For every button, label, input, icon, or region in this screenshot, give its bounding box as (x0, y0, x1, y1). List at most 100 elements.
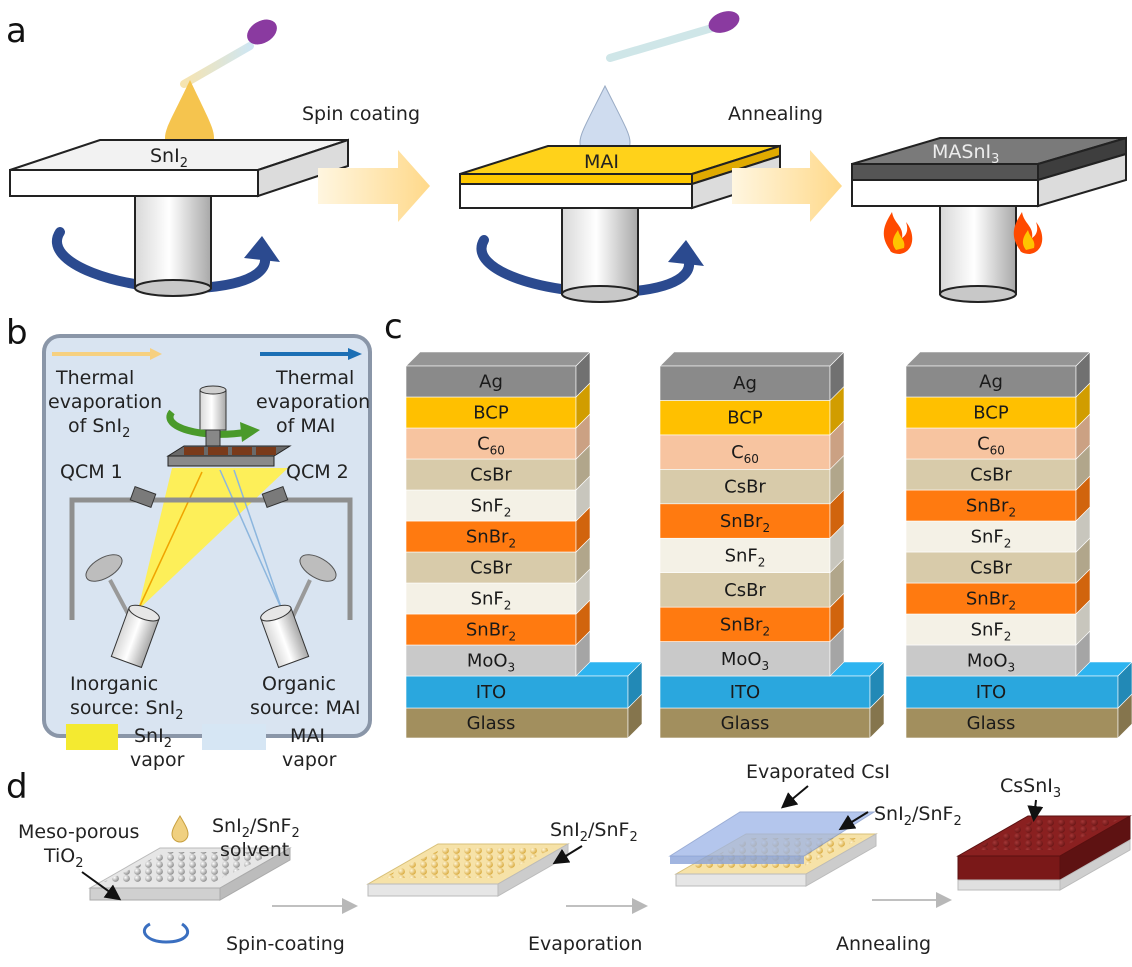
layer-label: CsBr (970, 465, 1012, 486)
inorganic-crucible (110, 604, 160, 669)
step-annealing-d: Annealing (836, 933, 931, 955)
pipette-icon (606, 11, 740, 62)
layer-label: Ag (979, 372, 1003, 393)
stage-3-substrate: MASnI3 (851, 136, 1127, 303)
layer-label: ITO (476, 682, 506, 703)
csi-coated-substrate (668, 811, 878, 887)
layer-label: SnF2 (471, 589, 512, 613)
layer-label: BCP (473, 403, 509, 424)
left-source-line1: Thermal (55, 367, 134, 389)
layer-label: Glass (967, 713, 1016, 734)
organic-line2: source: MAI (250, 697, 361, 719)
panel-label-c: c (384, 307, 403, 347)
layer-label: BCP (727, 408, 763, 429)
cssni3-substrate (956, 815, 1132, 891)
stage-2-substrate: MAI (459, 11, 781, 303)
film3-label: SnI2/SnF2 (874, 803, 962, 829)
mesoporous-substrate (88, 847, 292, 901)
pipette-icon (180, 19, 277, 88)
solvent-droplet (171, 815, 189, 843)
solvent-line1: SnI2/SnF2 (212, 815, 300, 841)
substrate-label-mai: MAI (584, 151, 619, 173)
layer-label: ITO (976, 682, 1006, 703)
substrate-label-sni2: SnI2 (150, 145, 188, 171)
layer-ag: Ag (659, 351, 845, 402)
inorganic-line2: source: SnI2 (70, 697, 184, 723)
legend-sni2-swatch (66, 724, 118, 750)
layer-label: Ag (479, 372, 503, 393)
left-source-line3: of SnI2 (68, 415, 130, 441)
layer-label: SnF2 (971, 527, 1012, 551)
panel-label-a: a (6, 11, 27, 51)
legend-sni2-label: SnI2 (134, 725, 172, 751)
mesoporous-line1: Meso-porous (18, 821, 139, 843)
layer-label: ITO (730, 682, 760, 703)
layer-label: CsBr (470, 465, 512, 486)
qcm2-label: QCM 2 (286, 461, 349, 483)
layer-label: Glass (467, 713, 516, 734)
organic-line1: Organic (262, 673, 336, 695)
layer-label: SnBr2 (466, 527, 516, 551)
mesoporous-line2: TiO2 (43, 845, 84, 871)
layer-label: C60 (977, 434, 1005, 458)
qcm2-sensor (261, 486, 289, 508)
panel-label-b: b (6, 313, 28, 353)
layer-label: CsBr (724, 580, 766, 601)
legend-sni2-vapor: vapor (130, 749, 185, 771)
right-source-line3: of MAI (276, 415, 335, 437)
shutter-right (299, 554, 337, 582)
rotation-arrow-icon (166, 409, 249, 438)
evaporated-csi-label: Evaporated CsI (746, 761, 890, 783)
layer-label: SnBr2 (966, 589, 1016, 613)
stage-1-substrate: SnI2 (9, 19, 349, 297)
layer-label: CsBr (724, 477, 766, 498)
step-evaporation-d: Evaporation (528, 933, 642, 955)
layer-label: SnBr2 (720, 614, 770, 638)
mai-vapor-line (233, 469, 283, 611)
layer-label: Glass (721, 713, 770, 734)
rotation-arrow-icon (143, 922, 189, 944)
layer-label: Ag (733, 373, 757, 394)
solvent-line2: solvent (220, 839, 289, 861)
substrate-label-masni3: MASnI3 (932, 141, 999, 167)
left-source-line2: evaporation (48, 391, 162, 413)
flame-icon (883, 212, 913, 254)
layer-label: SnF2 (471, 496, 512, 520)
layer-label: CsBr (970, 558, 1012, 579)
layer-label: MoO3 (967, 651, 1015, 675)
layer-label: CsBr (470, 558, 512, 579)
legend-mai-label: MAI (290, 725, 325, 747)
organic-crucible (260, 604, 310, 669)
panel-label-d: d (6, 767, 28, 807)
film2-label: SnI2/SnF2 (550, 819, 638, 845)
process-arrow-2 (732, 150, 842, 222)
layer-label: MoO3 (721, 649, 769, 673)
layer-ag: Ag (405, 351, 591, 398)
layer-label: SnF2 (971, 620, 1012, 644)
layer-label: SnF2 (725, 545, 766, 569)
shutter-left (85, 554, 123, 582)
legend-mai-vapor: vapor (282, 749, 337, 771)
layer-label: BCP (973, 403, 1009, 424)
inorganic-line1: Inorganic (70, 673, 158, 695)
layer-label: SnBr2 (466, 620, 516, 644)
evaporation-chamber: Thermal evaporation of SnI2 Thermal evap… (42, 334, 372, 738)
process-arrow-1 (318, 150, 430, 222)
layer-label: C60 (477, 434, 505, 458)
layer-label: SnBr2 (966, 496, 1016, 520)
cssni3-label: CsSnI3 (1000, 775, 1061, 801)
flame-icon (1013, 212, 1043, 254)
layer-ag: Ag (905, 351, 1091, 398)
step-annealing: Annealing (728, 103, 823, 125)
layer-label: MoO3 (467, 651, 515, 675)
layer-label: SnBr2 (720, 511, 770, 535)
right-source-line1: Thermal (275, 367, 354, 389)
step-spin-coating: Spin coating (302, 103, 420, 125)
sni2-vapor-cone (138, 468, 288, 610)
legend-mai-swatch (202, 724, 266, 750)
device-stacks: Glass ITO MoO3 SnBr2 SnF2 CsBr SnBr2 SnF2 CsBr C6… (405, 351, 1132, 739)
layer-label: C60 (731, 442, 759, 466)
qcm1-sensor (129, 486, 157, 508)
step-spin-coating-d: Spin-coating (226, 933, 345, 955)
